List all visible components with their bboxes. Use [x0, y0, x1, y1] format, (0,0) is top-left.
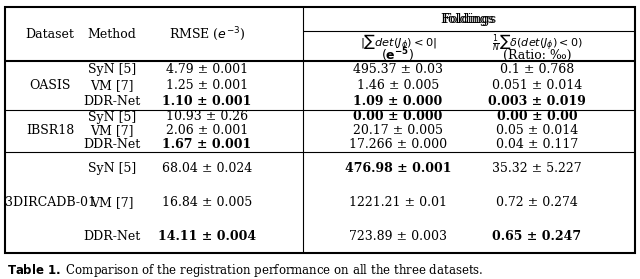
- Text: SyN [5]: SyN [5]: [88, 110, 136, 124]
- Text: Foldings: Foldings: [440, 13, 495, 25]
- Text: 495.37 ± 0.03: 495.37 ± 0.03: [353, 63, 443, 76]
- Text: Foldings: Foldings: [442, 13, 496, 25]
- Text: Method: Method: [88, 28, 136, 40]
- Text: 14.11 ± 0.004: 14.11 ± 0.004: [158, 230, 256, 243]
- Text: VM [7]: VM [7]: [90, 196, 134, 209]
- Text: 0.1 ± 0.768: 0.1 ± 0.768: [500, 63, 574, 76]
- Text: DDR-Net: DDR-Net: [83, 230, 141, 243]
- Text: 20.17 ± 0.005: 20.17 ± 0.005: [353, 124, 443, 138]
- Text: 10.93 ± 0.26: 10.93 ± 0.26: [166, 110, 248, 124]
- Text: $\bf{Table\ 1.}$ Comparison of the registration performance on all the three dat: $\bf{Table\ 1.}$ Comparison of the regis…: [7, 262, 483, 279]
- Text: 0.72 ± 0.274: 0.72 ± 0.274: [496, 196, 578, 209]
- Text: 1.46 ± 0.005: 1.46 ± 0.005: [357, 79, 439, 92]
- Text: Dataset: Dataset: [26, 28, 74, 40]
- Text: SyN [5]: SyN [5]: [88, 63, 136, 76]
- Text: VM [7]: VM [7]: [90, 124, 134, 138]
- Text: 476.98 ± 0.001: 476.98 ± 0.001: [345, 162, 451, 175]
- Text: 0.05 ± 0.014: 0.05 ± 0.014: [496, 124, 578, 138]
- Text: 1.25 ± 0.001: 1.25 ± 0.001: [166, 79, 248, 92]
- Text: 1.10 ± 0.001: 1.10 ± 0.001: [163, 95, 252, 108]
- Text: 0.04 ± 0.117: 0.04 ± 0.117: [496, 138, 578, 151]
- Text: $|\sum det(J_{\phi}) < 0|$: $|\sum det(J_{\phi}) < 0|$: [360, 33, 436, 53]
- Text: DDR-Net: DDR-Net: [83, 138, 141, 151]
- Text: SyN [5]: SyN [5]: [88, 162, 136, 175]
- Text: DDR-Net: DDR-Net: [83, 95, 141, 108]
- Text: RMSE ($e^{-3}$): RMSE ($e^{-3}$): [169, 25, 245, 43]
- Text: VM [7]: VM [7]: [90, 79, 134, 92]
- Text: 17.266 ± 0.000: 17.266 ± 0.000: [349, 138, 447, 151]
- Bar: [5, 7, 635, 253]
- Text: 723.89 ± 0.003: 723.89 ± 0.003: [349, 230, 447, 243]
- Text: 0.051 ± 0.014: 0.051 ± 0.014: [492, 79, 582, 92]
- Text: $(\mathbf{e^{-5}})$: $(\mathbf{e^{-5}})$: [381, 46, 415, 64]
- Text: 0.00 ± 0.000: 0.00 ± 0.000: [353, 110, 443, 124]
- Text: 35.32 ± 5.227: 35.32 ± 5.227: [492, 162, 582, 175]
- Text: 0.65 ± 0.247: 0.65 ± 0.247: [492, 230, 582, 243]
- Text: 3DIRCADB-01: 3DIRCADB-01: [4, 196, 95, 209]
- Text: 1.09 ± 0.000: 1.09 ± 0.000: [353, 95, 443, 108]
- Text: (Ratio: ‰): (Ratio: ‰): [503, 49, 572, 61]
- Text: 2.06 ± 0.001: 2.06 ± 0.001: [166, 124, 248, 138]
- Text: 16.84 ± 0.005: 16.84 ± 0.005: [162, 196, 252, 209]
- Text: IBSR18: IBSR18: [26, 124, 74, 138]
- Text: 1.67 ± 0.001: 1.67 ± 0.001: [163, 138, 252, 151]
- Text: 1221.21 ± 0.01: 1221.21 ± 0.01: [349, 196, 447, 209]
- Text: 4.79 ± 0.001: 4.79 ± 0.001: [166, 63, 248, 76]
- Text: OASIS: OASIS: [29, 79, 70, 92]
- Text: 0.00 ± 0.00: 0.00 ± 0.00: [497, 110, 577, 124]
- Text: 0.003 ± 0.019: 0.003 ± 0.019: [488, 95, 586, 108]
- Text: $\frac{1}{N}\sum \delta(det(J_{\phi}) < 0)$: $\frac{1}{N}\sum \delta(det(J_{\phi}) < …: [492, 33, 582, 53]
- Text: 68.04 ± 0.024: 68.04 ± 0.024: [162, 162, 252, 175]
